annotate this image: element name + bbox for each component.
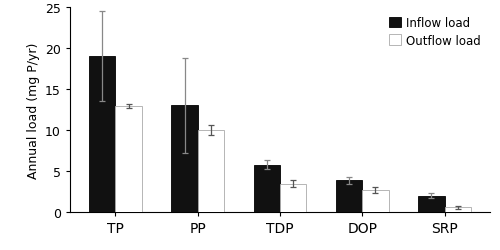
Bar	[89, 57, 116, 212]
Bar	[172, 106, 198, 212]
Bar	[362, 190, 388, 212]
Bar	[116, 107, 142, 212]
Bar	[444, 208, 471, 212]
Bar	[254, 165, 280, 212]
Bar	[336, 180, 362, 212]
Bar	[418, 196, 444, 212]
Bar	[198, 130, 224, 212]
Bar	[280, 184, 306, 212]
Y-axis label: Annual load (mg P/yr): Annual load (mg P/yr)	[26, 42, 40, 178]
Legend: Inflow load, Outflow load: Inflow load, Outflow load	[386, 14, 484, 51]
